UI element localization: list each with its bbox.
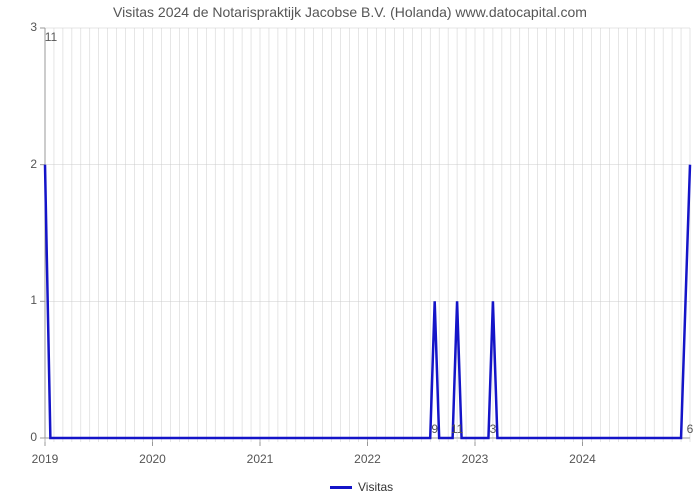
x-tick-label: 2020 xyxy=(139,452,166,466)
x-tick-label: 2022 xyxy=(354,452,381,466)
legend: Visitas xyxy=(330,480,393,494)
legend-label: Visitas xyxy=(358,480,393,494)
y-tick-label: 0 xyxy=(17,430,37,444)
chart-container: Visitas 2024 de Notarispraktijk Jacobse … xyxy=(0,0,700,500)
x-tick-label: 2019 xyxy=(32,452,59,466)
annotation-label: 11 xyxy=(45,30,57,44)
x-tick-label: 2024 xyxy=(569,452,596,466)
annotation-label: 11 xyxy=(451,422,463,436)
legend-swatch xyxy=(330,486,352,489)
y-tick-label: 3 xyxy=(17,20,37,34)
plot-area xyxy=(0,0,700,500)
x-tick-label: 2023 xyxy=(462,452,489,466)
annotation-label: 3 xyxy=(490,422,497,436)
y-tick-label: 2 xyxy=(17,157,37,171)
y-tick-label: 1 xyxy=(17,293,37,307)
annotation-label: 9 xyxy=(431,422,438,436)
x-tick-label: 2021 xyxy=(247,452,274,466)
annotation-label: 6 xyxy=(687,422,694,436)
